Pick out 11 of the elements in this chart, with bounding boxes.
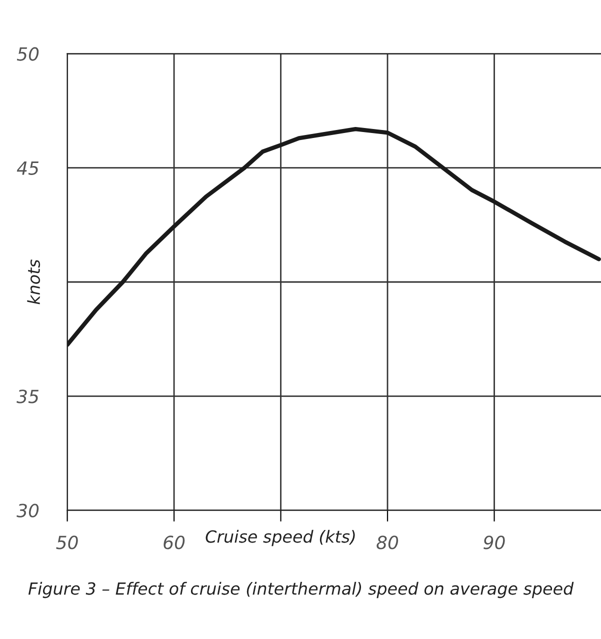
caption: Figure 3 – Effect of cruise (interthermal) speed on average speed bbox=[28, 582, 574, 598]
y-tick-label: 50 bbox=[16, 47, 39, 61]
x-tick-label: 90 bbox=[484, 536, 505, 550]
x-tick-label: 60 bbox=[164, 536, 185, 550]
y-axis-title: knots bbox=[27, 260, 40, 304]
y-tick-label: 30 bbox=[16, 504, 39, 518]
y-tick-label: 35 bbox=[16, 390, 39, 404]
x-tick-label: 80 bbox=[376, 536, 398, 550]
y-tick-label: 45 bbox=[16, 162, 39, 175]
x-axis-title: Cruise speed (kts) bbox=[206, 530, 355, 546]
x-tick-label: 50 bbox=[56, 536, 78, 550]
